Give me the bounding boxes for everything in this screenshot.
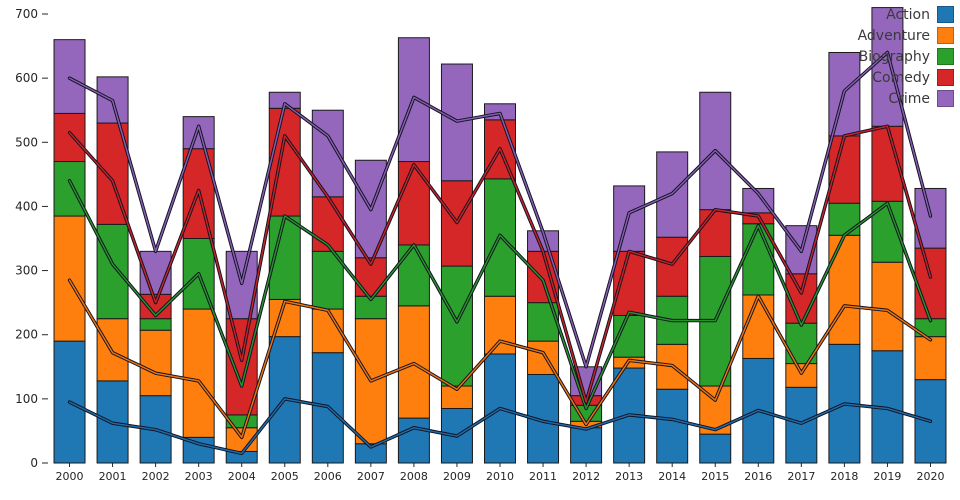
x-tick-label: 2009 xyxy=(443,470,471,483)
overlay-line-adventure xyxy=(68,279,932,439)
y-tick-label: 500 xyxy=(15,135,38,149)
bar-segment-adventure xyxy=(871,261,904,352)
x-tick-label: 2013 xyxy=(615,470,643,483)
x-tick-label: 2004 xyxy=(228,470,256,483)
bar-segment-biography xyxy=(613,314,646,358)
bar-segment-comedy xyxy=(914,247,947,320)
legend-swatch xyxy=(937,90,954,107)
x-tick-label: 2014 xyxy=(658,470,686,483)
bar-segment-comedy xyxy=(656,236,689,297)
x-tick-label: 2001 xyxy=(99,470,127,483)
bar-segment-biography xyxy=(311,250,344,310)
legend-label: Action xyxy=(886,6,930,23)
overlay-line-biography xyxy=(68,180,932,410)
legend-label: Adventure xyxy=(857,27,930,44)
legend-label: Biography xyxy=(858,48,930,65)
x-tick-label: 2008 xyxy=(400,470,428,483)
y-tick-label: 200 xyxy=(15,328,38,342)
x-tick-label: 2007 xyxy=(357,470,385,483)
legend-item-biography: Biography xyxy=(859,48,954,65)
bar-segment-action xyxy=(656,388,689,464)
overlay-line-comedy xyxy=(68,125,932,403)
x-tick-label: 2005 xyxy=(271,470,299,483)
legend-item-adventure: Adventure xyxy=(858,27,954,44)
bar-segment-comedy xyxy=(53,112,86,163)
y-tick-label: 300 xyxy=(15,264,38,278)
legend-swatch xyxy=(937,27,954,44)
bar-segment-comedy xyxy=(225,318,258,416)
bar-segment-biography xyxy=(96,223,129,320)
y-tick-label: 600 xyxy=(15,71,38,85)
legend-item-comedy: Comedy xyxy=(872,69,954,86)
legend-item-crime: Crime xyxy=(888,90,954,107)
bar-segment-action xyxy=(527,373,560,464)
bar-segment-crime xyxy=(440,63,473,182)
x-tick-label: 2011 xyxy=(529,470,557,483)
legend-swatch xyxy=(937,6,954,23)
x-tick-label: 2020 xyxy=(916,470,944,483)
x-tick-label: 2002 xyxy=(142,470,170,483)
bar-segment-action xyxy=(699,433,732,464)
y-tick-label: 0 xyxy=(30,456,38,470)
bar-segment-adventure xyxy=(139,329,172,397)
x-tick-label: 2006 xyxy=(314,470,342,483)
bar-segment-action xyxy=(570,427,603,464)
bar-segment-action xyxy=(397,417,430,464)
bar-segment-biography xyxy=(53,161,86,217)
legend-label: Comedy xyxy=(872,69,930,86)
overlay-line-action xyxy=(68,398,932,455)
bar-segment-comedy xyxy=(397,161,430,246)
bar-segment-adventure xyxy=(182,308,215,438)
overlay-line-crime xyxy=(68,51,932,368)
x-tick-label: 2003 xyxy=(185,470,213,483)
bar-segment-comedy xyxy=(699,209,732,257)
bar-segment-adventure xyxy=(785,363,818,388)
bar-segment-adventure xyxy=(914,336,947,381)
x-tick-label: 2016 xyxy=(744,470,772,483)
bar-segment-biography xyxy=(397,244,430,307)
x-tick-label: 2019 xyxy=(873,470,901,483)
legend-swatch xyxy=(937,69,954,86)
x-tick-label: 2017 xyxy=(787,470,815,483)
bar-segment-biography xyxy=(139,318,172,331)
x-tick-label: 2012 xyxy=(572,470,600,483)
chart-legend: Action Adventure Biography Comedy Crime xyxy=(858,6,954,107)
x-tick-label: 2000 xyxy=(56,470,84,483)
bar-segment-crime xyxy=(871,7,904,127)
x-tick-label: 2010 xyxy=(486,470,514,483)
bar-segment-action xyxy=(785,386,818,464)
y-tick-label: 100 xyxy=(15,392,38,406)
legend-label: Crime xyxy=(888,90,930,107)
bar-segment-biography xyxy=(828,202,861,236)
y-tick-label: 700 xyxy=(15,7,38,21)
bar-segment-biography xyxy=(440,265,473,387)
y-tick-label: 400 xyxy=(15,199,38,213)
x-tick-label: 2018 xyxy=(830,470,858,483)
legend-swatch xyxy=(937,48,954,65)
bar-segment-comedy xyxy=(311,196,344,252)
x-tick-label: 2015 xyxy=(701,470,729,483)
legend-item-action: Action xyxy=(886,6,954,23)
bar-segment-adventure xyxy=(311,308,344,354)
bar-segment-adventure xyxy=(828,234,861,345)
